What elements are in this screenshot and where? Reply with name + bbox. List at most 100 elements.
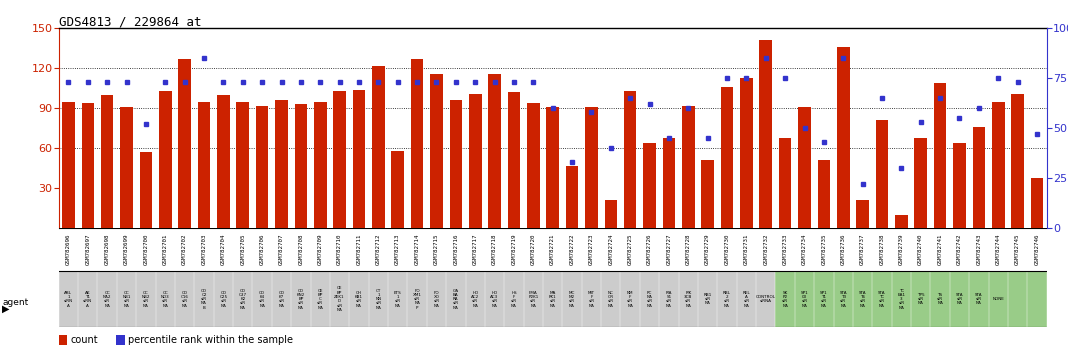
- Text: ETS
1
siR
NA: ETS 1 siR NA: [394, 291, 402, 308]
- Text: GSM782719: GSM782719: [512, 234, 517, 265]
- Bar: [992, 102, 1005, 228]
- Bar: [333, 91, 346, 228]
- Text: TS
siR
NA: TS siR NA: [937, 293, 943, 306]
- Text: GSM782697: GSM782697: [85, 234, 91, 265]
- Text: GSM782729: GSM782729: [705, 234, 710, 265]
- Bar: [59, 271, 78, 327]
- Text: GSM782708: GSM782708: [298, 234, 303, 265]
- Bar: [330, 271, 349, 327]
- Text: GSM782738: GSM782738: [879, 234, 884, 265]
- Bar: [311, 271, 330, 327]
- Text: GSM782726: GSM782726: [647, 234, 653, 265]
- Bar: [895, 215, 908, 228]
- Bar: [178, 59, 191, 228]
- Text: MA
PK1
siR
NA: MA PK1 siR NA: [549, 291, 556, 308]
- Bar: [523, 271, 543, 327]
- Bar: [949, 271, 969, 327]
- Text: GSM782721: GSM782721: [550, 234, 555, 265]
- Bar: [737, 271, 756, 327]
- Bar: [198, 102, 210, 228]
- Text: GSM782743: GSM782743: [976, 234, 981, 265]
- Text: percentile rank within the sample: percentile rank within the sample: [128, 335, 293, 345]
- Text: CD
C2
siR
NA
B: CD C2 siR NA B: [201, 289, 207, 310]
- Bar: [833, 271, 853, 327]
- Text: CE
BP
C
siR
NA: CE BP C siR NA: [317, 289, 324, 310]
- Bar: [214, 271, 233, 327]
- Bar: [721, 87, 734, 228]
- Text: GSM782746: GSM782746: [1035, 234, 1039, 265]
- Bar: [814, 271, 833, 327]
- Bar: [388, 271, 407, 327]
- Text: count: count: [70, 335, 98, 345]
- Bar: [582, 271, 601, 327]
- Text: STA
T6
siR
NA: STA T6 siR NA: [859, 291, 866, 308]
- Text: GSM782745: GSM782745: [1015, 234, 1020, 265]
- Bar: [621, 271, 640, 327]
- Bar: [100, 95, 113, 228]
- Text: CC
NA2
siR
NA: CC NA2 siR NA: [103, 291, 111, 308]
- Bar: [543, 271, 563, 327]
- Text: GSM782700: GSM782700: [143, 234, 148, 265]
- Text: CD
KN2
BP
siR
NA: CD KN2 BP siR NA: [297, 289, 305, 310]
- Bar: [292, 271, 311, 327]
- Text: CD
C16
siR
NA: CD C16 siR NA: [180, 291, 189, 308]
- Text: PIK
3CB
siR
NA: PIK 3CB siR NA: [685, 291, 692, 308]
- Text: GSM782735: GSM782735: [821, 234, 827, 265]
- Text: HD
AC3
siR
NA: HD AC3 siR NA: [490, 291, 499, 308]
- Text: agent: agent: [2, 298, 29, 307]
- Text: FO
XO
siR
NA: FO XO siR NA: [434, 291, 440, 308]
- Text: ABL
1
siRN
A: ABL 1 siRN A: [64, 291, 73, 308]
- Bar: [372, 65, 384, 228]
- Text: NONE: NONE: [992, 297, 1004, 301]
- Text: GSM782704: GSM782704: [221, 234, 226, 265]
- Bar: [427, 271, 446, 327]
- Text: MC
M2
siR
NA: MC M2 siR NA: [569, 291, 576, 308]
- Bar: [507, 92, 520, 228]
- Bar: [933, 83, 946, 228]
- Bar: [604, 200, 617, 228]
- Text: GSM782720: GSM782720: [531, 234, 536, 265]
- Text: TP5
siR
NA: TP5 siR NA: [917, 293, 925, 306]
- Bar: [352, 90, 365, 228]
- Text: GSM782723: GSM782723: [588, 234, 594, 265]
- Bar: [779, 138, 791, 228]
- Text: AK
T1
siRN
A: AK T1 siRN A: [83, 291, 92, 308]
- Text: GSM782709: GSM782709: [318, 234, 323, 265]
- Bar: [116, 271, 137, 327]
- Bar: [678, 271, 698, 327]
- Bar: [430, 74, 443, 228]
- Text: GSM782696: GSM782696: [66, 234, 70, 265]
- Text: GSM782739: GSM782739: [899, 234, 904, 265]
- Text: GSM782724: GSM782724: [609, 234, 613, 265]
- Text: GDS4813 / 229864_at: GDS4813 / 229864_at: [59, 15, 201, 28]
- Text: RBL
2
siR
NA: RBL 2 siR NA: [723, 291, 731, 308]
- Bar: [892, 271, 911, 327]
- Text: PC
NA
siR
NA: PC NA siR NA: [646, 291, 653, 308]
- Bar: [140, 152, 153, 228]
- Bar: [640, 271, 659, 327]
- Bar: [407, 271, 427, 327]
- Bar: [1008, 271, 1027, 327]
- Bar: [97, 271, 116, 327]
- Bar: [295, 104, 308, 228]
- Text: CH
KB1
siR
NA: CH KB1 siR NA: [355, 291, 363, 308]
- Bar: [175, 271, 194, 327]
- Text: NM
IF
siR
NA: NM IF siR NA: [627, 291, 633, 308]
- Text: GSM782712: GSM782712: [376, 234, 381, 265]
- Text: GSM782742: GSM782742: [957, 234, 962, 265]
- Bar: [818, 160, 830, 228]
- Text: GSM782718: GSM782718: [492, 234, 497, 265]
- Bar: [873, 271, 892, 327]
- Bar: [857, 200, 869, 228]
- Bar: [411, 59, 423, 228]
- Bar: [930, 271, 949, 327]
- Text: CD
K7
siR
NA: CD K7 siR NA: [279, 291, 284, 308]
- Text: GSM782728: GSM782728: [686, 234, 691, 265]
- Bar: [488, 74, 501, 228]
- Text: CC
NB1
siR
NA: CC NB1 siR NA: [123, 291, 130, 308]
- Text: MIT
F
siR
NA: MIT F siR NA: [587, 291, 595, 308]
- Bar: [798, 107, 811, 228]
- Bar: [485, 271, 504, 327]
- Bar: [236, 102, 249, 228]
- Bar: [1031, 178, 1043, 228]
